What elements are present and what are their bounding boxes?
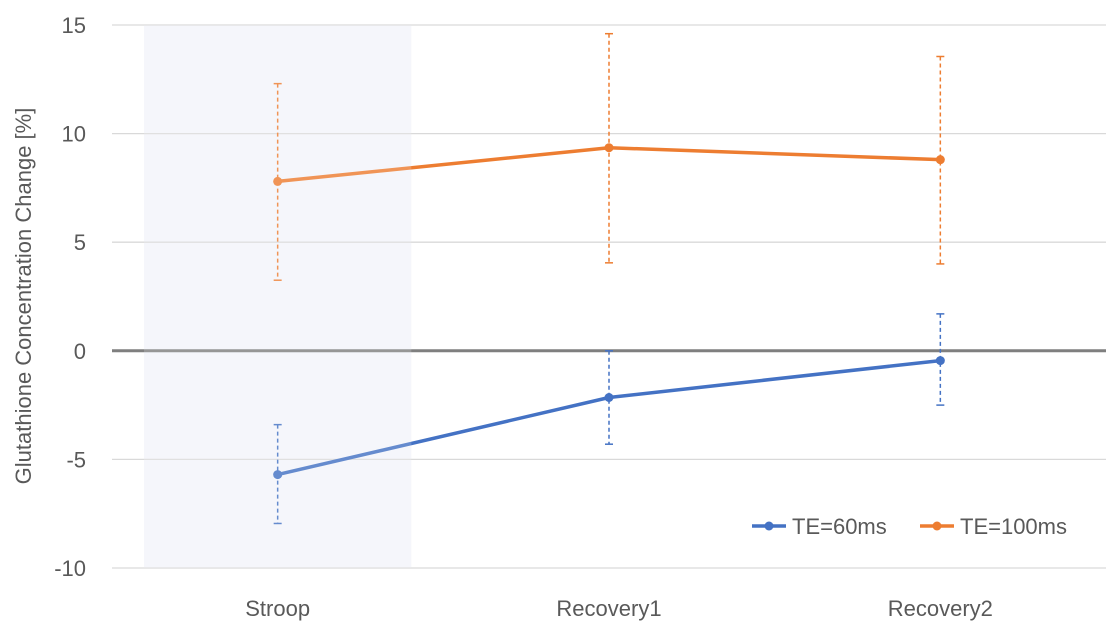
y-tick-label: 15 — [62, 13, 86, 38]
y-tick-label: -10 — [54, 556, 86, 581]
legend-swatch-marker — [764, 521, 774, 531]
y-axis-title: Glutathione Concentration Change [%] — [11, 108, 36, 485]
data-point — [604, 392, 614, 402]
x-tick-label: Recovery1 — [556, 596, 661, 621]
highlight-band-overlay — [144, 25, 412, 568]
x-tick-label: Recovery2 — [888, 596, 993, 621]
legend-item: TE=100ms — [920, 514, 1067, 539]
y-tick-label: 5 — [74, 230, 86, 255]
y-tick-label: 10 — [62, 122, 86, 147]
legend-label: TE=100ms — [960, 514, 1067, 539]
y-axis-tick-labels: -10 -5 0 5 10 15 — [54, 13, 86, 581]
y-tick-label: 0 — [74, 339, 86, 364]
data-point — [273, 470, 283, 480]
data-point — [273, 176, 283, 186]
series-te-60ms — [273, 313, 945, 525]
y-tick-label: -5 — [66, 447, 86, 472]
series-layer — [144, 25, 945, 568]
legend-label: TE=60ms — [792, 514, 887, 539]
data-point — [935, 356, 945, 366]
data-point — [604, 143, 614, 153]
data-point — [935, 155, 945, 165]
series-te-100ms — [273, 32, 945, 281]
legend: TE=60ms TE=100ms — [752, 514, 1067, 539]
x-tick-label: Stroop — [245, 596, 310, 621]
legend-swatch-marker — [932, 521, 942, 531]
legend-item: TE=60ms — [752, 514, 887, 539]
x-axis-tick-labels: Stroop Recovery1 Recovery2 — [245, 596, 993, 621]
